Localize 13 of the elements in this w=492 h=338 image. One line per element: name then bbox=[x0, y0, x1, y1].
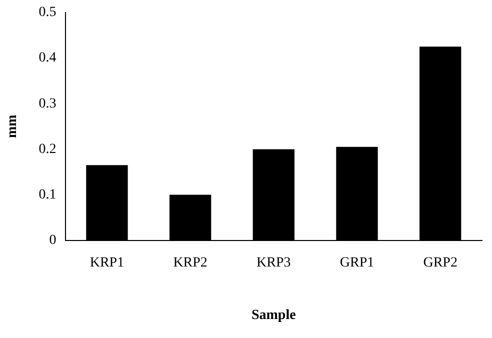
x-axis-title: Sample bbox=[251, 308, 296, 324]
y-tick-label: 0.3 bbox=[38, 96, 56, 112]
y-tick-label: 0.5 bbox=[38, 5, 56, 20]
y-tick-label: 0.2 bbox=[38, 142, 56, 157]
x-tick-label: GRP2 bbox=[423, 255, 458, 270]
x-tick-label: GRP1 bbox=[340, 255, 374, 270]
y-tick-label: 0 bbox=[49, 233, 56, 248]
x-tick-label: KRP2 bbox=[173, 255, 208, 270]
x-tick-label: KRP3 bbox=[256, 255, 291, 270]
x-tick-label: KRP1 bbox=[90, 255, 124, 270]
y-tick-label: 0.4 bbox=[38, 50, 56, 66]
y-tick-label: 0.1 bbox=[38, 187, 56, 202]
y-axis-title: mm bbox=[5, 114, 20, 138]
